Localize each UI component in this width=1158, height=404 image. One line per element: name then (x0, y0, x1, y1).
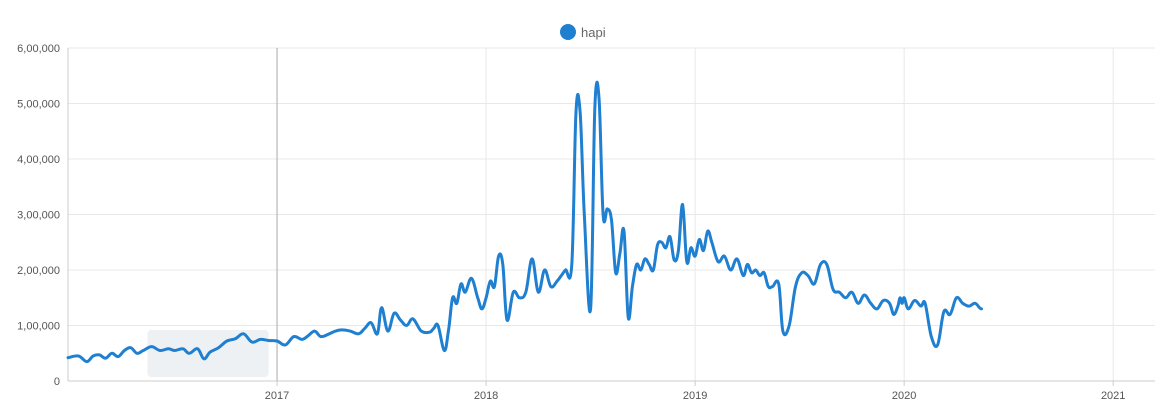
y-tick-label: 1,00,000 (17, 321, 60, 333)
y-tick-label: 0 (54, 376, 60, 388)
x-tick-label: 2020 (892, 390, 916, 402)
y-tick-label: 4,00,000 (17, 154, 60, 166)
y-tick-label: 2,00,000 (17, 265, 60, 277)
x-tick-label: 2018 (474, 390, 498, 402)
x-tick-label: 2017 (265, 390, 289, 402)
x-tick-label: 2021 (1101, 390, 1125, 402)
series-line-hapi (66, 80, 983, 364)
legend-dot-hapi[interactable] (560, 24, 576, 40)
series-layer (66, 80, 983, 364)
legend-label-hapi[interactable]: hapi (581, 25, 606, 40)
legend[interactable]: hapi (560, 24, 606, 40)
y-tick-label: 5,00,000 (17, 99, 60, 111)
x-tick-label: 2019 (683, 390, 707, 402)
y-tick-label: 3,00,000 (17, 210, 60, 222)
axes: 0 1,00,000 2,00,000 3,00,000 4,00,000 5,00,00… (17, 43, 1155, 402)
y-tick-label: 6,00,000 (17, 43, 60, 55)
